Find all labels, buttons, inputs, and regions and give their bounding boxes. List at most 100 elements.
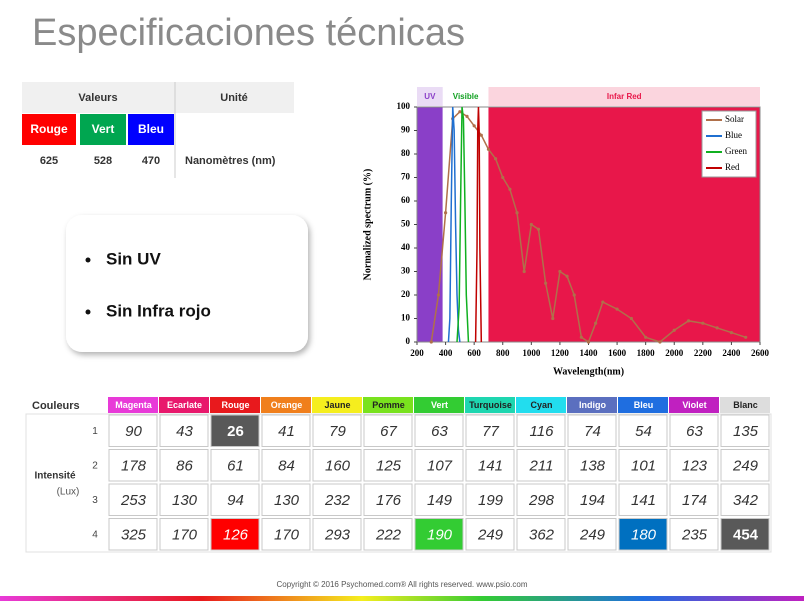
band-label: Visible xyxy=(453,92,479,101)
cell-value: 63 xyxy=(431,423,448,440)
column-header: Cyan xyxy=(530,400,552,410)
cell xyxy=(516,518,566,551)
cell-value: 90 xyxy=(125,423,142,440)
point xyxy=(443,211,448,215)
color-cell xyxy=(22,114,76,145)
row-header: Intensité xyxy=(34,471,76,482)
wavelength: 625 xyxy=(40,155,58,167)
x-tick-label: 600 xyxy=(467,348,481,358)
cell xyxy=(108,518,158,551)
row-label: 1 xyxy=(92,426,98,437)
point xyxy=(601,300,605,304)
legend xyxy=(701,110,757,178)
cell-value: 298 xyxy=(528,492,555,509)
column-header-bg xyxy=(159,397,209,413)
x-tick-label: 1000 xyxy=(522,348,541,358)
cell-value: 235 xyxy=(681,527,708,544)
band-header xyxy=(488,87,760,106)
cell-value: 170 xyxy=(274,527,300,544)
point xyxy=(744,335,748,339)
cell-value: 135 xyxy=(733,423,759,440)
y-tick-label: 30 xyxy=(401,266,411,276)
point xyxy=(629,316,633,321)
point xyxy=(701,321,705,325)
x-tick-label: 1800 xyxy=(637,348,656,358)
color-cell xyxy=(80,114,126,145)
cell-value: 149 xyxy=(427,492,453,509)
point xyxy=(672,328,676,332)
cell-value: 253 xyxy=(120,492,147,509)
point xyxy=(458,110,462,114)
cell xyxy=(261,483,311,516)
cell xyxy=(363,414,413,447)
cell xyxy=(618,449,668,482)
cell xyxy=(159,449,209,482)
cell xyxy=(363,518,413,551)
cell-value: 84 xyxy=(278,458,295,475)
column-header: Bleu xyxy=(634,400,654,410)
cell-value: 325 xyxy=(121,527,147,544)
cell-value: 54 xyxy=(635,423,652,440)
point xyxy=(429,340,433,344)
wavelength: 470 xyxy=(142,155,160,167)
column-header-bg xyxy=(567,397,617,413)
x-tick-label: 800 xyxy=(496,348,510,358)
point xyxy=(544,281,548,285)
cell xyxy=(159,414,209,447)
cell-value: 170 xyxy=(172,527,198,544)
cell xyxy=(567,414,617,447)
cell-value: 61 xyxy=(227,458,244,475)
x-axis-label: Wavelength(nm) xyxy=(553,366,624,377)
cell-value: 178 xyxy=(121,458,147,475)
cell xyxy=(567,449,617,482)
column-header-bg xyxy=(669,397,719,413)
cell xyxy=(720,518,770,551)
point xyxy=(465,114,469,118)
y-tick-label: 70 xyxy=(401,172,411,182)
cell-value: 454 xyxy=(733,527,759,544)
column-header: Rouge xyxy=(222,400,250,410)
point xyxy=(586,340,591,344)
point xyxy=(515,211,519,215)
point xyxy=(565,274,569,278)
cell-value: 293 xyxy=(324,527,351,544)
bullet-dot xyxy=(85,309,91,315)
cell-value: 79 xyxy=(329,423,346,440)
cell-value: 86 xyxy=(176,458,193,475)
row-header: (Lux) xyxy=(57,487,80,498)
legend-label: Green xyxy=(725,146,747,156)
column-header: Orange xyxy=(271,400,303,410)
series-line xyxy=(474,106,483,343)
cell-value: 107 xyxy=(427,458,453,475)
copyright: Copyright © 2016 Psychomed.com® All righ… xyxy=(277,580,528,589)
band-header xyxy=(442,87,489,106)
cell-value: 74 xyxy=(584,423,601,440)
point xyxy=(479,133,483,137)
point xyxy=(594,321,598,325)
cell-value: 130 xyxy=(274,492,300,509)
column-header: Violet xyxy=(682,400,706,410)
color-name: Vert xyxy=(92,122,115,136)
column-header-bg xyxy=(618,397,668,413)
column-header-bg xyxy=(108,397,158,413)
cell xyxy=(465,518,515,551)
point xyxy=(715,326,719,330)
column-header-bg xyxy=(312,397,362,413)
cell xyxy=(159,483,209,516)
cell-value: 362 xyxy=(529,527,555,544)
cell-value: 190 xyxy=(427,527,453,544)
column-header: Blanc xyxy=(733,400,758,410)
point xyxy=(536,227,541,231)
header-bg xyxy=(22,82,294,113)
row-label: 3 xyxy=(92,495,98,506)
cell-value: 125 xyxy=(376,458,402,475)
cell xyxy=(669,414,719,447)
cell xyxy=(465,414,515,447)
bullet: Sin Infra rojo xyxy=(106,301,211,320)
header: Valeurs xyxy=(78,92,117,104)
point xyxy=(729,331,734,335)
x-tick-label: 2000 xyxy=(665,348,684,358)
y-tick-label: 90 xyxy=(401,125,411,135)
cell-value: 160 xyxy=(325,458,351,475)
cell-value: 249 xyxy=(732,458,759,475)
